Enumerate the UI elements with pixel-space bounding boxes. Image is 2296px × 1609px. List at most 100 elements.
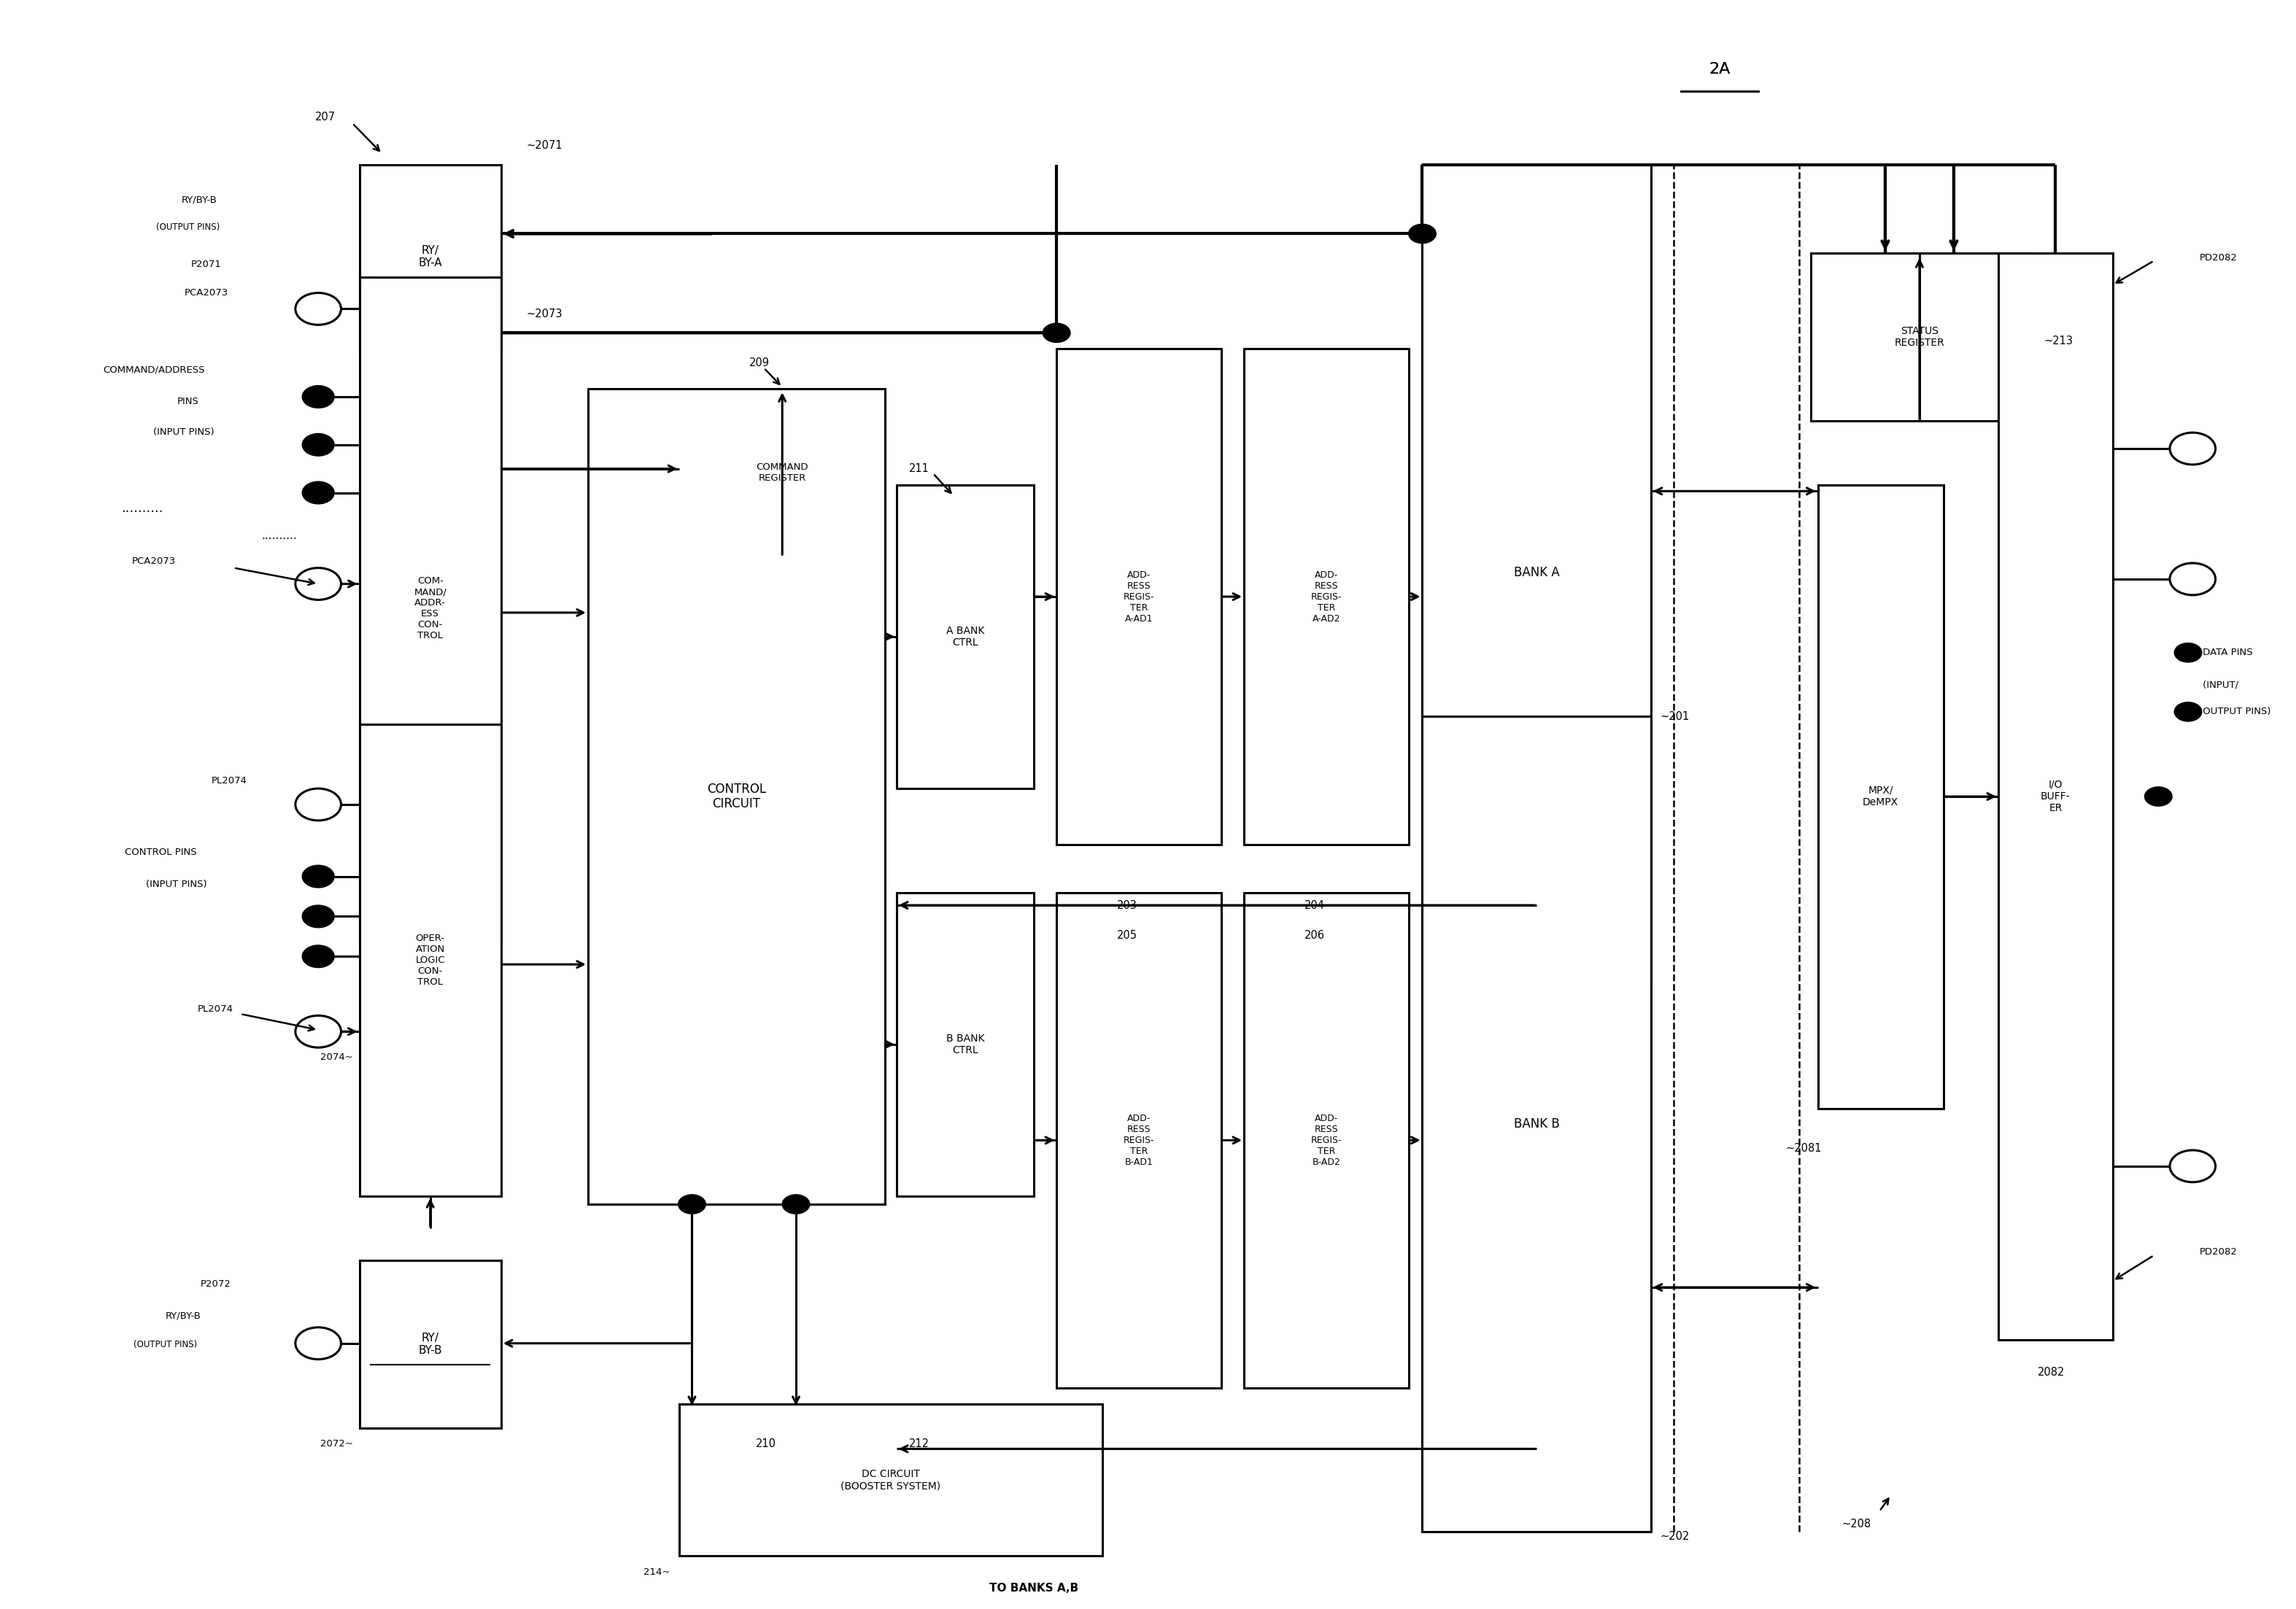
Circle shape bbox=[2144, 787, 2172, 806]
Circle shape bbox=[2170, 433, 2216, 465]
Bar bbox=[1056, 893, 1221, 1389]
Text: TO BANKS A,B: TO BANKS A,B bbox=[990, 1583, 1079, 1593]
Text: PD2082: PD2082 bbox=[2200, 1247, 2236, 1257]
Circle shape bbox=[303, 866, 335, 888]
Circle shape bbox=[303, 386, 335, 409]
Text: ..........: .......... bbox=[262, 531, 296, 541]
Bar bbox=[895, 893, 1033, 1195]
Text: MPX/
DeMPX: MPX/ DeMPX bbox=[1862, 785, 1899, 808]
Circle shape bbox=[303, 906, 335, 928]
Circle shape bbox=[783, 1194, 810, 1213]
Text: ~2081: ~2081 bbox=[1786, 1142, 1823, 1154]
Text: (INPUT/: (INPUT/ bbox=[2200, 681, 2239, 689]
Text: (INPUT PINS): (INPUT PINS) bbox=[147, 880, 207, 890]
Text: DATA PINS: DATA PINS bbox=[2200, 648, 2252, 658]
Text: PD2082: PD2082 bbox=[2200, 253, 2236, 262]
Bar bbox=[1244, 349, 1407, 845]
Bar bbox=[680, 1405, 1102, 1556]
Text: PCA2073: PCA2073 bbox=[131, 557, 174, 566]
Circle shape bbox=[296, 568, 342, 600]
Circle shape bbox=[296, 293, 342, 325]
Circle shape bbox=[2174, 702, 2202, 721]
Text: 205: 205 bbox=[1118, 930, 1137, 941]
Text: P2071: P2071 bbox=[191, 259, 220, 269]
Text: RY/BY-B: RY/BY-B bbox=[181, 195, 218, 204]
Bar bbox=[1421, 716, 1651, 1532]
Text: PINS: PINS bbox=[177, 397, 200, 407]
Text: PL2074: PL2074 bbox=[197, 1004, 234, 1014]
Text: ~213: ~213 bbox=[2043, 335, 2073, 346]
Text: (OUTPUT PINS): (OUTPUT PINS) bbox=[156, 222, 220, 232]
Bar bbox=[680, 389, 886, 557]
Circle shape bbox=[296, 788, 342, 821]
Text: ADD-
RESS
REGIS-
TER
A-AD2: ADD- RESS REGIS- TER A-AD2 bbox=[1311, 570, 1341, 623]
Bar bbox=[588, 389, 886, 1204]
Bar bbox=[895, 484, 1033, 788]
Text: 2A: 2A bbox=[1708, 61, 1731, 76]
Bar bbox=[360, 277, 501, 940]
Circle shape bbox=[296, 1327, 342, 1360]
Text: A BANK
CTRL: A BANK CTRL bbox=[946, 626, 985, 648]
Text: 207: 207 bbox=[315, 111, 335, 122]
Bar bbox=[1421, 166, 1651, 980]
Text: COMMAND
REGISTER: COMMAND REGISTER bbox=[755, 462, 808, 483]
Bar bbox=[1056, 349, 1221, 845]
Text: ~2073: ~2073 bbox=[526, 309, 563, 319]
Text: RY/BY-B: RY/BY-B bbox=[165, 1311, 202, 1321]
Text: PCA2073: PCA2073 bbox=[184, 288, 227, 298]
Text: 2A: 2A bbox=[1708, 61, 1731, 76]
Text: 211: 211 bbox=[909, 463, 930, 475]
Text: 2072~: 2072~ bbox=[319, 1440, 354, 1448]
Circle shape bbox=[303, 481, 335, 504]
Bar bbox=[360, 724, 501, 1195]
Text: RY/
BY-B: RY/ BY-B bbox=[418, 1332, 443, 1356]
Text: 204: 204 bbox=[1304, 899, 1325, 911]
Text: ~201: ~201 bbox=[1660, 711, 1690, 722]
Text: ~202: ~202 bbox=[1660, 1532, 1690, 1543]
Text: 214~: 214~ bbox=[643, 1567, 670, 1577]
Circle shape bbox=[303, 944, 335, 967]
Text: 212: 212 bbox=[909, 1438, 930, 1450]
Circle shape bbox=[2174, 644, 2202, 663]
Circle shape bbox=[296, 1015, 342, 1047]
Text: 2082: 2082 bbox=[2037, 1366, 2064, 1377]
Text: COM-
MAND/
ADDR-
ESS
CON-
TROL: COM- MAND/ ADDR- ESS CON- TROL bbox=[413, 576, 448, 640]
Circle shape bbox=[303, 433, 335, 455]
Circle shape bbox=[1042, 323, 1070, 343]
Text: 203: 203 bbox=[1118, 899, 1137, 911]
Text: I/O
BUFF-
ER: I/O BUFF- ER bbox=[2041, 780, 2071, 814]
Text: BANK B: BANK B bbox=[1513, 1118, 1559, 1131]
Bar bbox=[1244, 893, 1407, 1389]
Circle shape bbox=[2170, 1150, 2216, 1183]
Text: CONTROL PINS: CONTROL PINS bbox=[124, 848, 197, 858]
Bar bbox=[1818, 484, 1942, 1109]
Circle shape bbox=[677, 1194, 705, 1213]
Bar bbox=[360, 166, 501, 349]
Circle shape bbox=[1407, 224, 1435, 243]
Text: 209: 209 bbox=[748, 357, 769, 368]
Text: ADD-
RESS
REGIS-
TER
B-AD1: ADD- RESS REGIS- TER B-AD1 bbox=[1123, 1113, 1155, 1167]
Text: ADD-
RESS
REGIS-
TER
A-AD1: ADD- RESS REGIS- TER A-AD1 bbox=[1123, 570, 1155, 623]
Text: COMMAND/ADDRESS: COMMAND/ADDRESS bbox=[103, 365, 204, 375]
Text: PL2074: PL2074 bbox=[211, 776, 248, 785]
Text: OPER-
ATION
LOGIC
CON-
TROL: OPER- ATION LOGIC CON- TROL bbox=[416, 933, 445, 986]
Bar bbox=[360, 1260, 501, 1429]
Text: P2072: P2072 bbox=[200, 1279, 230, 1289]
Text: (INPUT PINS): (INPUT PINS) bbox=[154, 428, 214, 436]
Text: 2074~: 2074~ bbox=[319, 1052, 354, 1062]
Text: ..........: .......... bbox=[122, 502, 163, 515]
Text: ~2071: ~2071 bbox=[526, 140, 563, 151]
Text: RY/
BY-A: RY/ BY-A bbox=[418, 245, 443, 269]
Text: (OUTPUT PINS): (OUTPUT PINS) bbox=[133, 1340, 197, 1350]
Circle shape bbox=[2170, 563, 2216, 595]
Text: 206: 206 bbox=[1304, 930, 1325, 941]
Text: 210: 210 bbox=[755, 1438, 776, 1450]
Text: DC CIRCUIT
(BOOSTER SYSTEM): DC CIRCUIT (BOOSTER SYSTEM) bbox=[840, 1469, 941, 1492]
Text: B BANK
CTRL: B BANK CTRL bbox=[946, 1033, 985, 1056]
Bar bbox=[1812, 253, 2027, 422]
Text: ADD-
RESS
REGIS-
TER
B-AD2: ADD- RESS REGIS- TER B-AD2 bbox=[1311, 1113, 1341, 1167]
Bar bbox=[1998, 253, 2112, 1340]
Text: CONTROL
CIRCUIT: CONTROL CIRCUIT bbox=[707, 782, 767, 811]
Text: BANK A: BANK A bbox=[1513, 566, 1559, 579]
Text: OUTPUT PINS): OUTPUT PINS) bbox=[2200, 706, 2271, 716]
